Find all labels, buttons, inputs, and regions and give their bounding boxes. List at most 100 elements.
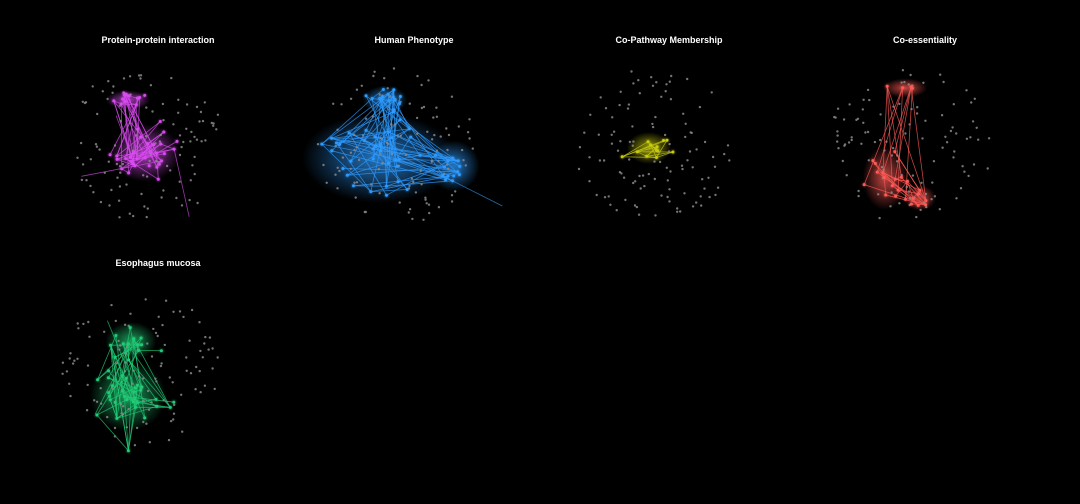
background-node — [147, 408, 151, 411]
background-node — [353, 181, 356, 184]
highlighted-node — [139, 135, 143, 139]
edge — [124, 396, 129, 451]
background-node — [355, 88, 359, 91]
background-node — [972, 163, 976, 166]
background-node — [667, 150, 671, 153]
background-node — [112, 85, 115, 88]
edge — [363, 140, 408, 190]
background-node — [378, 93, 381, 96]
highlighted-node — [133, 397, 137, 401]
edge — [371, 98, 382, 151]
network-panel-human-phenotype: Human Phenotype — [289, 34, 539, 244]
background-node — [371, 115, 374, 118]
background-node — [447, 133, 451, 137]
background-node — [651, 122, 654, 126]
edge — [125, 98, 138, 159]
highlighted-node — [157, 162, 161, 166]
background-node — [158, 140, 162, 143]
background-node — [207, 348, 210, 351]
highlighted-node — [135, 383, 139, 387]
edge — [863, 87, 903, 185]
background-node — [123, 323, 127, 326]
background-node — [191, 164, 194, 167]
background-node — [924, 119, 927, 123]
background-node — [113, 435, 117, 438]
background-node — [698, 105, 702, 109]
background-node — [201, 356, 204, 359]
background-node — [619, 140, 622, 143]
highlighted-node — [396, 180, 400, 184]
background-node — [156, 334, 159, 338]
background-node — [847, 141, 851, 144]
background-node — [150, 355, 154, 358]
highlighted-node — [379, 149, 383, 153]
background-node — [91, 85, 94, 88]
background-node — [714, 193, 717, 197]
background-node — [177, 98, 180, 101]
highlighted-node — [132, 337, 136, 341]
background-node — [595, 193, 598, 197]
background-node — [891, 146, 895, 150]
highlighted-node — [162, 130, 166, 134]
highlighted-node — [139, 336, 143, 340]
edge — [116, 406, 157, 419]
highlighted-node — [372, 147, 376, 151]
background-node — [142, 174, 145, 177]
highlighted-node — [391, 95, 395, 99]
background-node — [638, 92, 641, 95]
highlighted-node — [441, 173, 445, 177]
highlighted-node — [905, 179, 909, 183]
background-node — [378, 192, 381, 195]
highlighted-node — [123, 100, 127, 104]
highlighted-node — [458, 164, 462, 168]
highlighted-node — [909, 85, 913, 89]
background-node — [193, 155, 196, 159]
edge — [647, 141, 657, 151]
background-node — [398, 201, 401, 204]
highlighted-node — [373, 135, 377, 139]
background-node — [142, 399, 145, 402]
background-node — [862, 98, 865, 101]
background-node — [169, 419, 173, 423]
background-node — [703, 140, 707, 144]
edge — [371, 89, 384, 99]
background-node — [691, 205, 695, 208]
background-node — [204, 139, 207, 142]
background-node — [101, 90, 105, 93]
network-graph — [577, 70, 731, 217]
background-node — [178, 134, 182, 137]
edge — [125, 94, 157, 154]
background-node — [588, 156, 591, 159]
background-node — [599, 96, 602, 99]
background-node — [609, 203, 612, 206]
background-node — [195, 365, 198, 369]
background-node — [895, 160, 899, 163]
background-node — [938, 208, 941, 211]
highlighted-node — [159, 142, 163, 146]
background-node — [96, 112, 99, 116]
background-node — [638, 174, 641, 178]
background-node — [454, 190, 457, 193]
background-node — [77, 327, 80, 330]
background-node — [681, 167, 684, 171]
edge — [365, 95, 410, 130]
background-node — [878, 216, 881, 220]
highlighted-node — [136, 343, 140, 347]
highlighted-node — [112, 99, 116, 103]
highlighted-node — [131, 162, 135, 166]
background-node — [900, 81, 903, 84]
background-node — [172, 412, 176, 415]
background-node — [889, 205, 892, 208]
highlighted-node — [384, 184, 388, 188]
background-node — [676, 210, 679, 213]
background-node — [354, 196, 357, 199]
background-node — [437, 206, 441, 209]
edge — [886, 86, 902, 178]
background-node — [597, 133, 600, 136]
background-node — [607, 195, 610, 198]
background-node — [124, 352, 128, 355]
highlighted-node — [115, 416, 119, 420]
background-node — [864, 131, 867, 134]
background-node — [723, 152, 726, 156]
edge — [108, 370, 134, 403]
